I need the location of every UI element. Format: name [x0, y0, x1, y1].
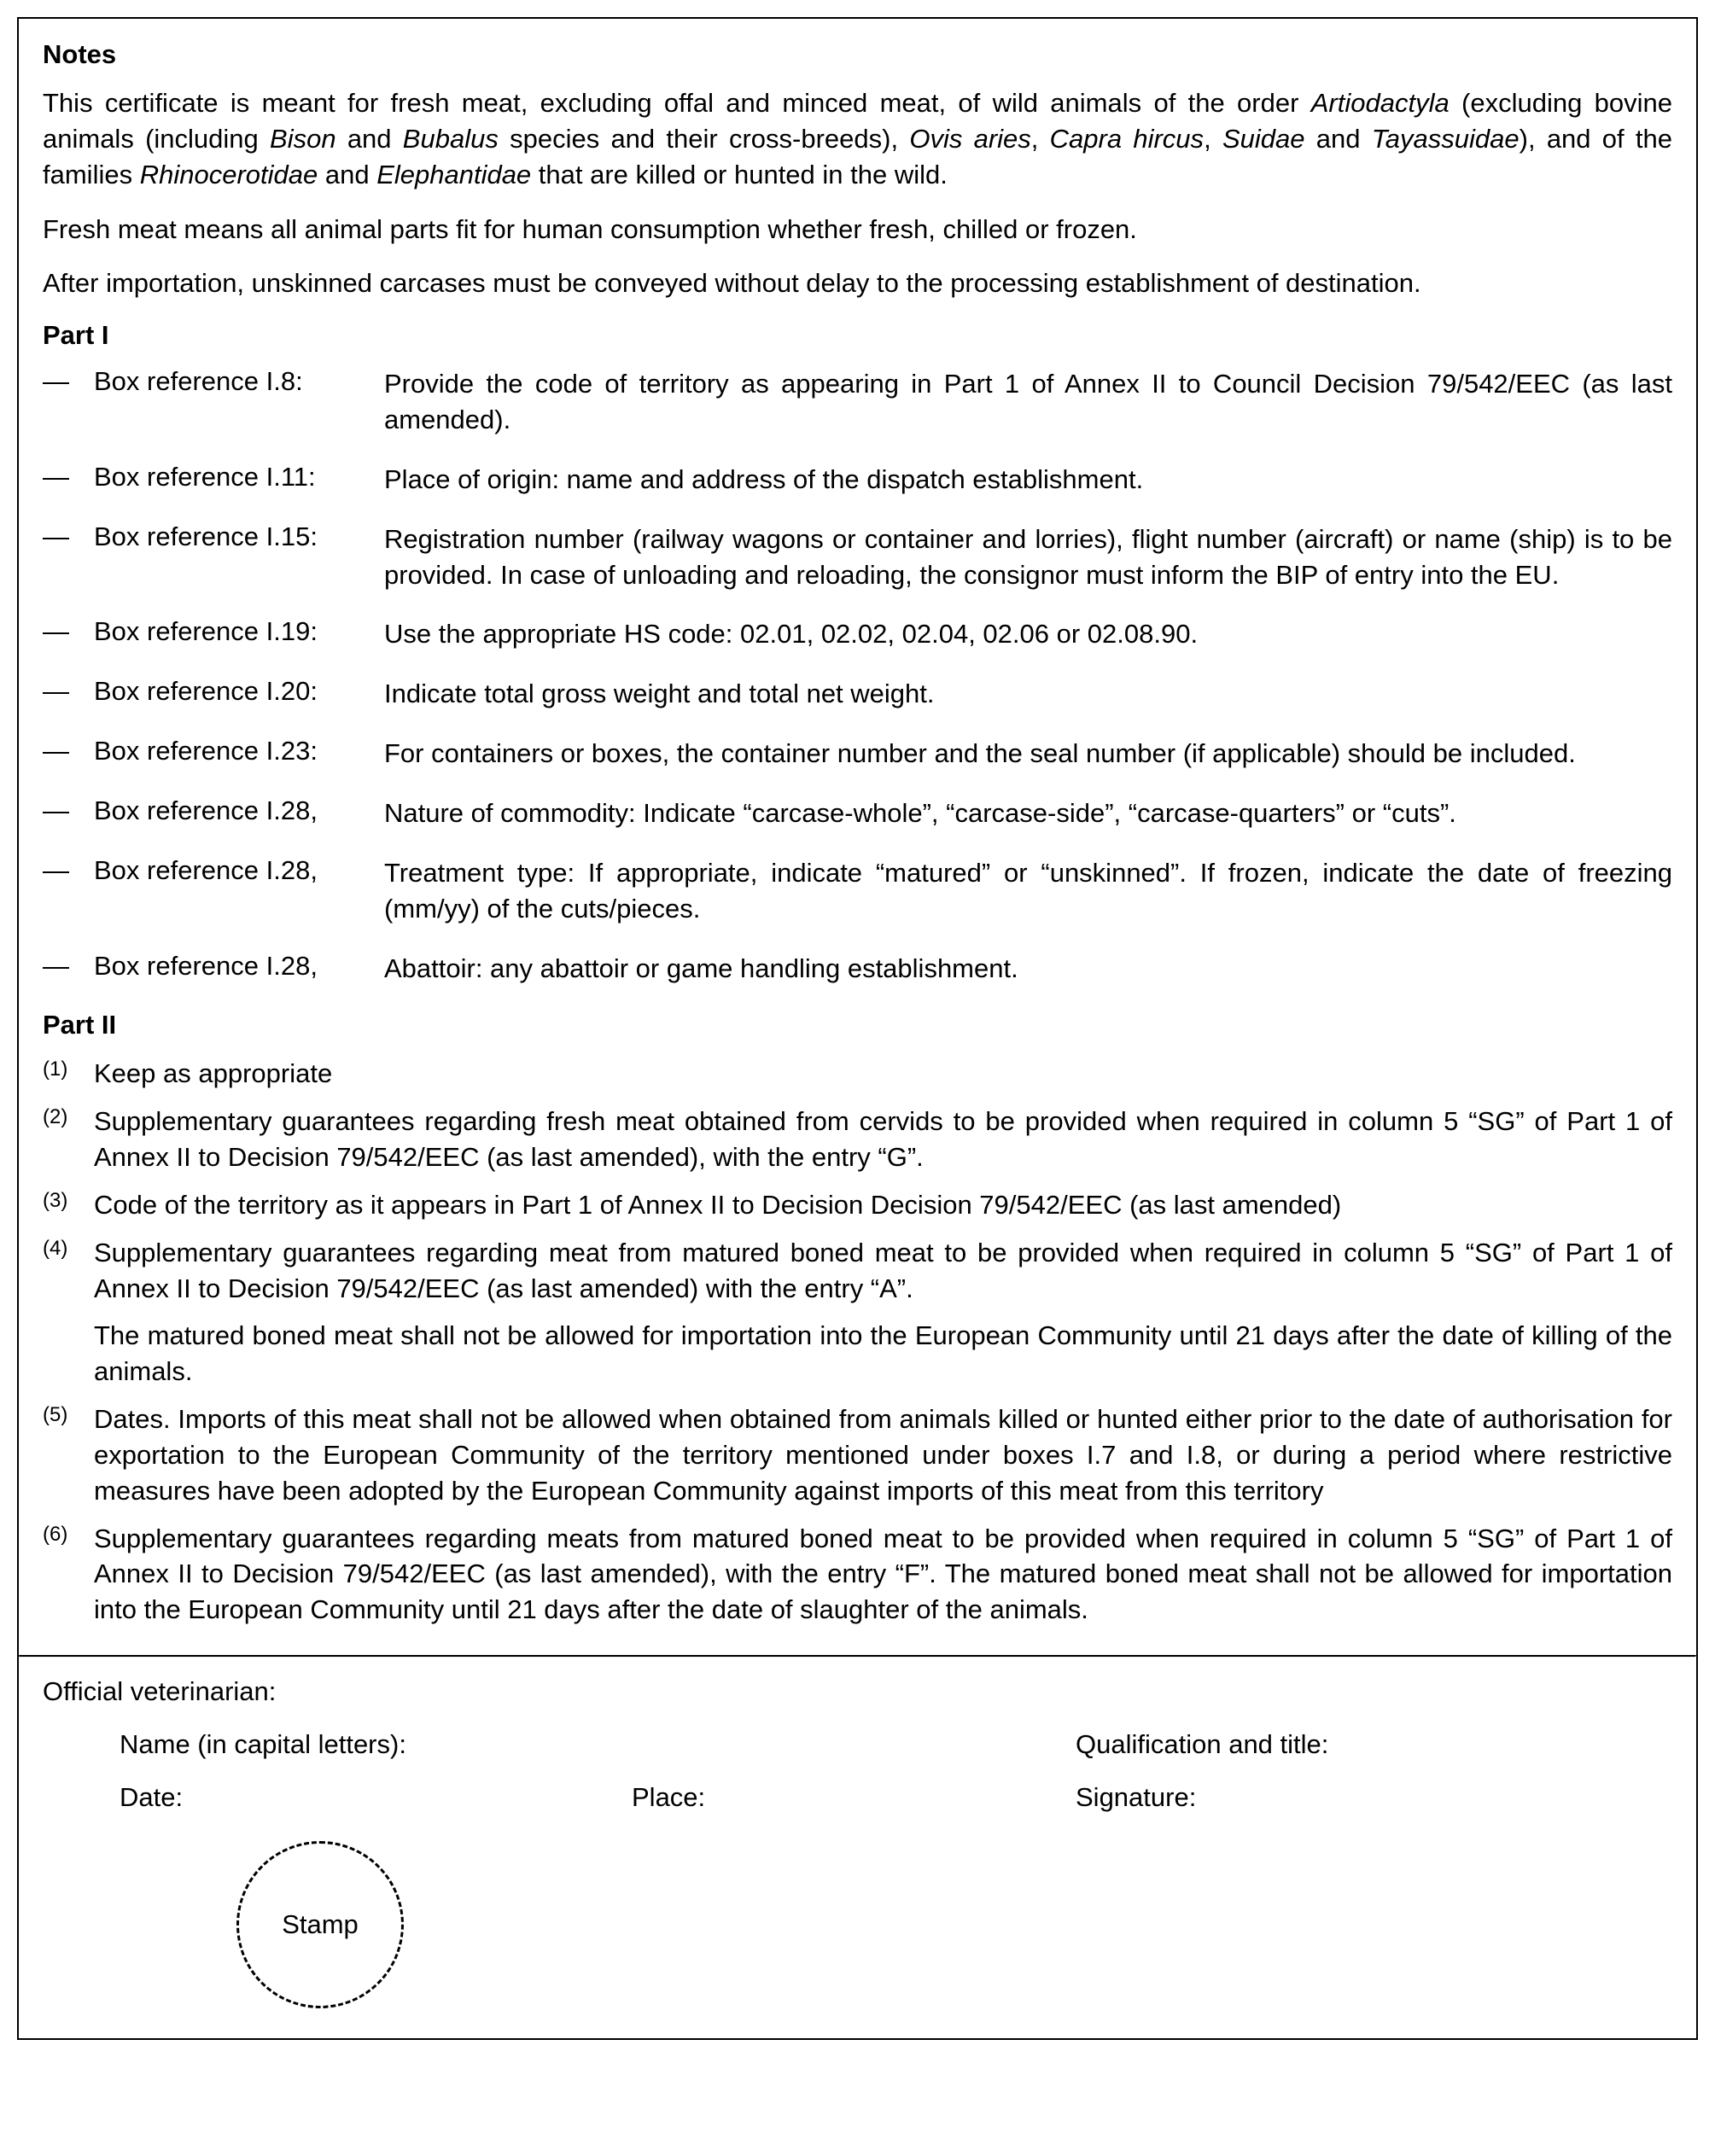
box-reference-desc: Treatment type: If appropriate, indicate… — [384, 855, 1672, 927]
notes-intro-2: Fresh meat means all animal parts fit fo… — [43, 212, 1672, 248]
footnote-text-continued: The matured boned meat shall not be allo… — [94, 1318, 1672, 1390]
sig-row-1: Name (in capital letters): Qualification… — [43, 1729, 1672, 1760]
footnote-text: Supplementary guarantees regarding meat … — [94, 1235, 1672, 1390]
footnote-text: Dates. Imports of this meat shall not be… — [94, 1401, 1672, 1509]
notes-intro-1: This certificate is meant for fresh meat… — [43, 85, 1672, 193]
stamp-circle: Stamp — [236, 1841, 404, 2008]
footnote-text: Code of the territory as it appears in P… — [94, 1187, 1672, 1223]
sig-signature-label: Signature: — [1076, 1782, 1672, 1813]
dash: — — [43, 522, 94, 593]
footnote-row: (6)Supplementary guarantees regarding me… — [43, 1521, 1672, 1629]
box-reference-label: Box reference I.15: — [94, 522, 384, 593]
box-reference-row: —Box reference I.11:Place of origin: nam… — [43, 462, 1672, 498]
official-vet-label: Official veterinarian: — [43, 1676, 1672, 1707]
dash: — — [43, 951, 94, 987]
box-reference-label: Box reference I.28, — [94, 855, 384, 927]
box-reference-label: Box reference I.20: — [94, 676, 384, 712]
box-reference-row: —Box reference I.15:Registration number … — [43, 522, 1672, 593]
box-reference-label: Box reference I.8: — [94, 366, 384, 438]
box-reference-row: —Box reference I.28,Abattoir: any abatto… — [43, 951, 1672, 987]
sig-name-label: Name (in capital letters): — [120, 1729, 632, 1760]
sig-qualification-label: Qualification and title: — [1076, 1729, 1672, 1760]
page: Notes This certificate is meant for fres… — [0, 0, 1715, 2057]
footnote-row: (5)Dates. Imports of this meat shall not… — [43, 1401, 1672, 1509]
sig-place-label: Place: — [632, 1782, 1076, 1813]
footnote-number: (6) — [43, 1521, 94, 1629]
footnote-row: (1)Keep as appropriate — [43, 1056, 1672, 1092]
box-reference-desc: Abattoir: any abattoir or game handling … — [384, 951, 1672, 987]
dash: — — [43, 366, 94, 438]
signature-section: Official veterinarian: Name (in capital … — [19, 1658, 1696, 2038]
dash: — — [43, 855, 94, 927]
box-reference-desc: Use the appropriate HS code: 02.01, 02.0… — [384, 616, 1672, 652]
box-reference-desc: Registration number (railway wagons or c… — [384, 522, 1672, 593]
box-reference-row: —Box reference I.20:Indicate total gross… — [43, 676, 1672, 712]
box-reference-row: —Box reference I.19:Use the appropriate … — [43, 616, 1672, 652]
footnote-text: Keep as appropriate — [94, 1056, 1672, 1092]
box-reference-row: —Box reference I.8:Provide the code of t… — [43, 366, 1672, 438]
footnote-row: (4)Supplementary guarantees regarding me… — [43, 1235, 1672, 1390]
footnote-number: (2) — [43, 1104, 94, 1175]
footnote-text: Supplementary guarantees regarding fresh… — [94, 1104, 1672, 1175]
dash: — — [43, 736, 94, 772]
dash: — — [43, 795, 94, 831]
footnote-number: (3) — [43, 1187, 94, 1223]
part2-footnotes: (1)Keep as appropriate(2)Supplementary g… — [43, 1056, 1672, 1628]
dash: — — [43, 462, 94, 498]
box-reference-label: Box reference I.23: — [94, 736, 384, 772]
part1-rows: —Box reference I.8:Provide the code of t… — [43, 366, 1672, 986]
notes-title: Notes — [43, 39, 1672, 70]
sig-row-2: Date: Place: Signature: — [43, 1782, 1672, 1813]
box-reference-desc: Nature of commodity: Indicate “carcase-w… — [384, 795, 1672, 831]
box-reference-label: Box reference I.19: — [94, 616, 384, 652]
part2-title: Part II — [43, 1010, 1672, 1040]
footnote-row: (2)Supplementary guarantees regarding fr… — [43, 1104, 1672, 1175]
footnote-number: (4) — [43, 1235, 94, 1390]
box-reference-desc: Place of origin: name and address of the… — [384, 462, 1672, 498]
footnote-text: Supplementary guarantees regarding meats… — [94, 1521, 1672, 1629]
footnote-row: (3)Code of the territory as it appears i… — [43, 1187, 1672, 1223]
footnote-number: (1) — [43, 1056, 94, 1092]
box-reference-label: Box reference I.28, — [94, 951, 384, 987]
part1-title: Part I — [43, 320, 1672, 351]
notes-section: Notes This certificate is meant for fres… — [19, 19, 1696, 1655]
dash: — — [43, 676, 94, 712]
footnote-number: (5) — [43, 1401, 94, 1509]
stamp-area: Stamp — [230, 1835, 410, 2014]
notes-intro-3: After importation, unskinned carcases mu… — [43, 265, 1672, 301]
dash: — — [43, 616, 94, 652]
box-reference-label: Box reference I.11: — [94, 462, 384, 498]
box-reference-desc: Indicate total gross weight and total ne… — [384, 676, 1672, 712]
box-reference-row: —Box reference I.28,Nature of commodity:… — [43, 795, 1672, 831]
box-reference-label: Box reference I.28, — [94, 795, 384, 831]
sig-date-label: Date: — [120, 1782, 632, 1813]
document-frame: Notes This certificate is meant for fres… — [17, 17, 1698, 2040]
box-reference-row: —Box reference I.28,Treatment type: If a… — [43, 855, 1672, 927]
box-reference-desc: For containers or boxes, the container n… — [384, 736, 1672, 772]
stamp-label: Stamp — [282, 1909, 359, 1940]
box-reference-row: —Box reference I.23:For containers or bo… — [43, 736, 1672, 772]
box-reference-desc: Provide the code of territory as appeari… — [384, 366, 1672, 438]
